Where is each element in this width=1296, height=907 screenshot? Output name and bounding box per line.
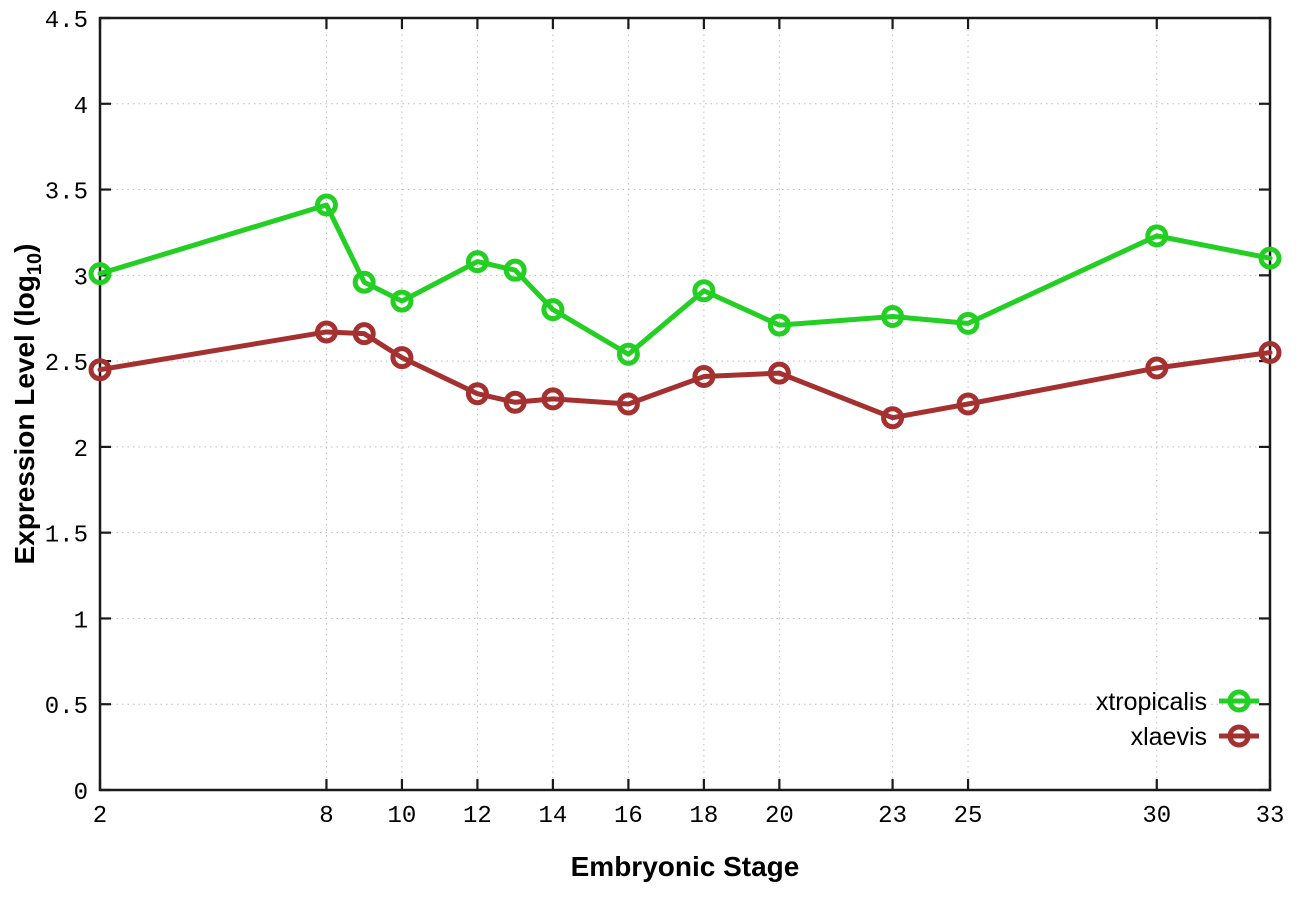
data-point-xlaevis — [352, 322, 376, 346]
data-point-xlaevis — [503, 390, 527, 414]
legend-label-xlaevis: xlaevis — [1131, 723, 1207, 751]
data-point-xlaevis — [541, 387, 565, 411]
y-tick-label: 2.5 — [45, 351, 88, 378]
data-point-xlaevis — [390, 346, 414, 370]
data-point-xtropicalis — [767, 313, 791, 337]
x-tick-label: 10 — [388, 803, 417, 830]
x-tick-label: 20 — [765, 803, 794, 830]
data-point-xtropicalis — [956, 311, 980, 335]
data-point-xtropicalis — [352, 270, 376, 294]
data-point-xlaevis — [314, 320, 338, 344]
legend-label-xtropicalis: xtropicalis — [1096, 688, 1207, 716]
x-axis-title: Embryonic Stage — [571, 851, 800, 882]
data-point-xlaevis — [956, 392, 980, 416]
data-point-xtropicalis — [88, 262, 112, 286]
data-point-xtropicalis — [541, 298, 565, 322]
y-tick-label: 4.5 — [45, 8, 88, 35]
plot-border — [98, 16, 1272, 792]
x-tick-label: 2 — [93, 803, 107, 830]
x-tick-label: 8 — [319, 803, 333, 830]
data-point-xtropicalis — [314, 193, 338, 217]
y-tick-label: 2 — [74, 437, 88, 464]
x-tick-label: 16 — [614, 803, 643, 830]
legend-sample-marker-xtropicalis — [1227, 689, 1251, 713]
y-tick-label: 3.5 — [45, 180, 88, 207]
y-axis-title: Expression Level (log10) — [9, 244, 46, 565]
data-point-xtropicalis — [881, 305, 905, 329]
data-point-xtropicalis — [692, 279, 716, 303]
data-point-xlaevis — [1145, 356, 1169, 380]
y-tick-label: 1 — [74, 608, 88, 635]
x-tick-label: 33 — [1256, 803, 1285, 830]
x-tick-label: 30 — [1142, 803, 1171, 830]
x-tick-label: 25 — [954, 803, 983, 830]
y-tick-label: 3 — [74, 265, 88, 292]
data-point-xtropicalis — [1145, 224, 1169, 248]
y-tick-label: 4 — [74, 94, 88, 121]
data-point-xlaevis — [692, 365, 716, 389]
x-tick-label: 14 — [538, 803, 567, 830]
data-point-xtropicalis — [465, 250, 489, 274]
data-point-xlaevis — [1258, 341, 1282, 365]
data-point-xtropicalis — [390, 289, 414, 313]
y-tick-label: 0.5 — [45, 694, 88, 721]
data-point-xlaevis — [465, 382, 489, 406]
x-tick-label: 12 — [463, 803, 492, 830]
data-point-xtropicalis — [1258, 246, 1282, 270]
y-tick-label: 1.5 — [45, 523, 88, 550]
x-tick-label: 23 — [878, 803, 907, 830]
data-point-xlaevis — [616, 392, 640, 416]
data-point-xlaevis — [881, 406, 905, 430]
data-point-xlaevis — [767, 361, 791, 385]
legend-sample-marker-xlaevis — [1227, 724, 1251, 748]
data-point-xtropicalis — [616, 342, 640, 366]
y-tick-label: 0 — [74, 780, 88, 807]
data-point-xlaevis — [88, 358, 112, 382]
data-point-xtropicalis — [503, 258, 527, 282]
x-tick-label: 18 — [689, 803, 718, 830]
